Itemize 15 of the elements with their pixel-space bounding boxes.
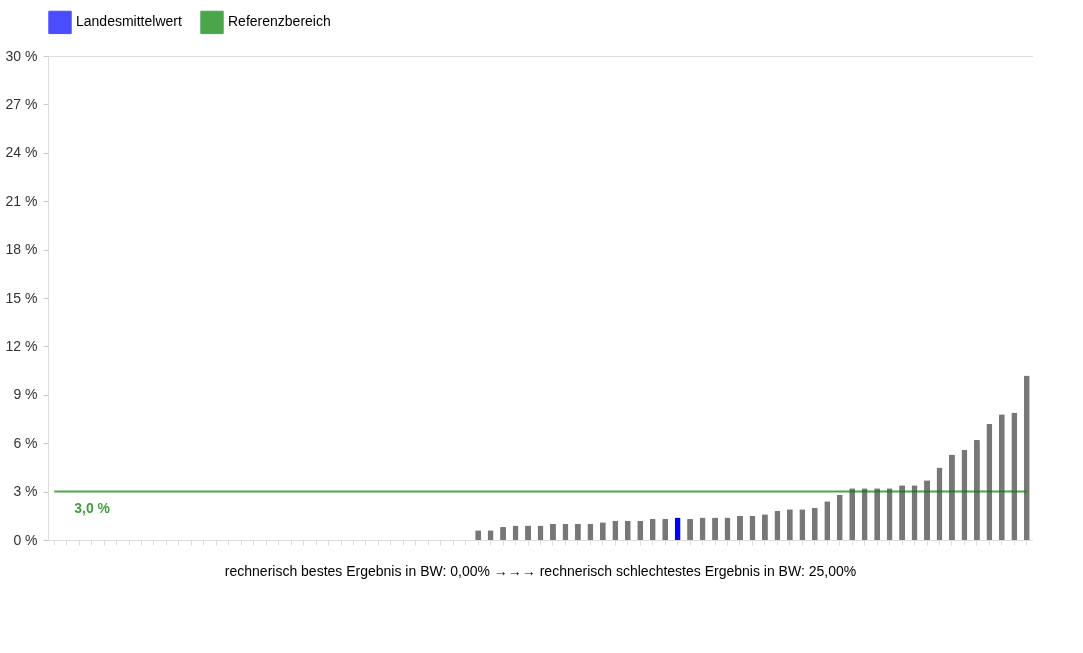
annotation: 3,0 % (74, 499, 111, 516)
y-tick-label: 18 % (5, 241, 38, 258)
y-tick-label: 15 % (5, 289, 38, 306)
y-tick-label: 3 % (13, 483, 38, 500)
text: rechnerisch bestes Ergebnis in BW: 0,00% →→→ rechnerisch schlechtestes Ergebnis in BW: 25,00% (224, 563, 857, 579)
y-tick-label: 6 % (13, 434, 38, 451)
y-tick-label: 0 % (13, 531, 38, 548)
y-tick-label: 12 % (5, 337, 38, 354)
y-tick-label: 24 % (5, 144, 38, 161)
legend-label: Referenzbereich (228, 13, 331, 30)
legend-label: Landesmittelwert (76, 13, 182, 30)
y-tick-label: 30 % (5, 47, 38, 64)
y-tick-label: 27 % (5, 95, 38, 112)
y-tick-label: 9 % (13, 386, 38, 403)
y-tick-label: 21 % (5, 192, 38, 209)
